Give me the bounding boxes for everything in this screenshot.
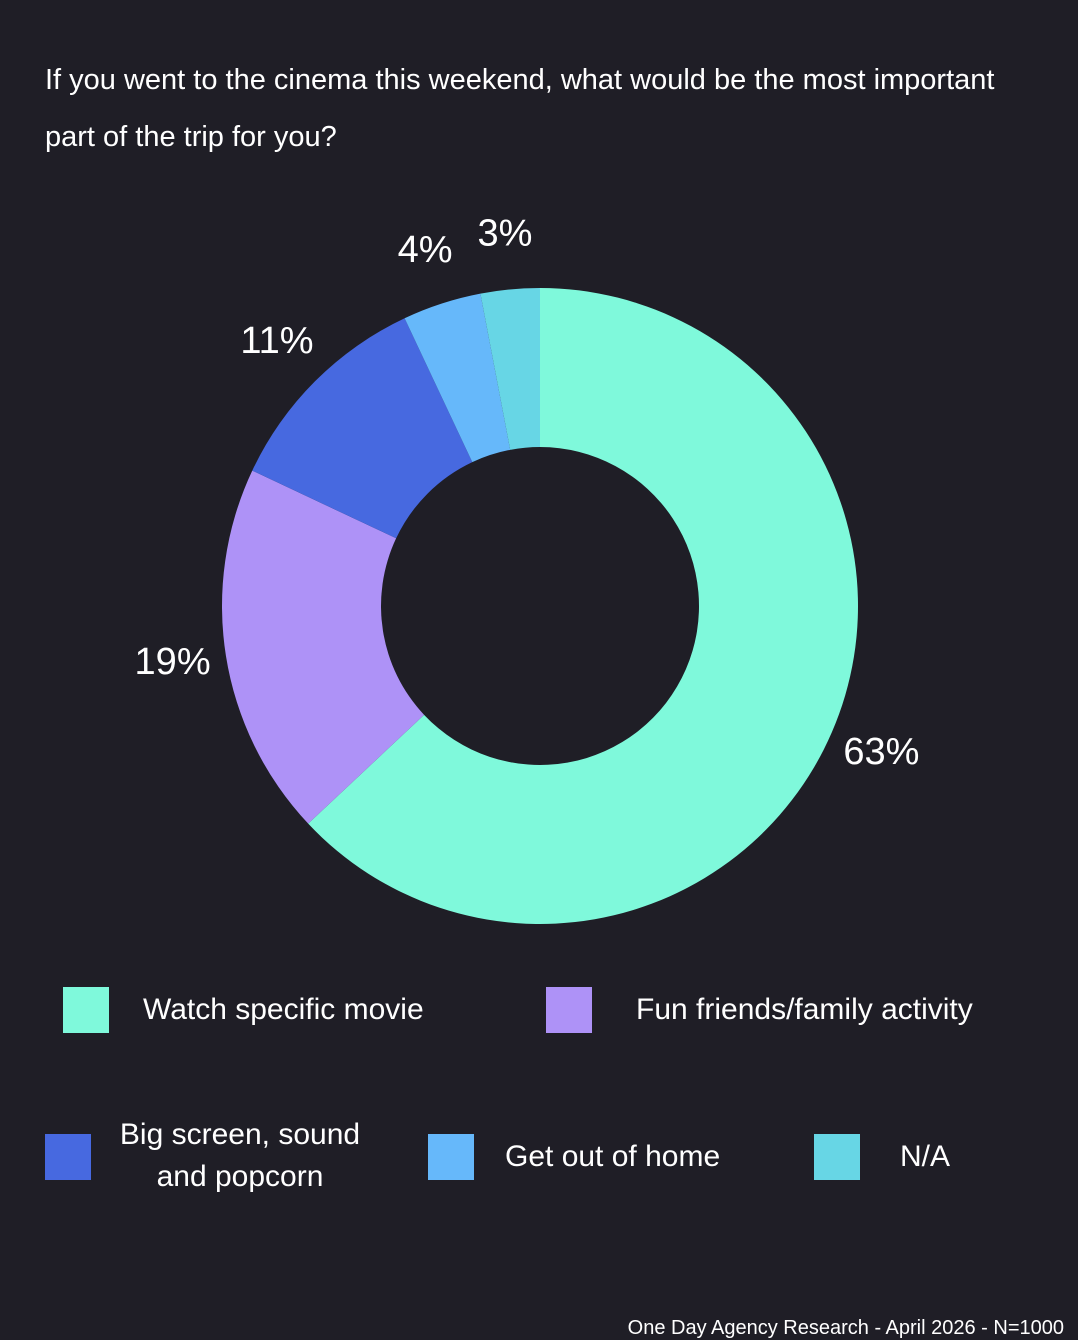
data-label: 4% [398,229,453,271]
donut-segment [222,470,425,824]
chart-title: If you went to the cinema this weekend, … [45,64,995,153]
data-label: 3% [478,213,533,255]
data-label: 63% [843,731,919,773]
data-label: 19% [135,641,211,683]
donut-segment [480,288,540,450]
data-label: 11% [240,320,313,362]
legend-label: Get out of home [505,1140,721,1173]
legend-label: Fun friends/family activity [636,993,973,1026]
legend-swatch [63,987,109,1033]
legend-swatch [814,1134,860,1180]
donut-segment [404,293,511,463]
donut-segment [252,318,473,539]
legend-label: Watch specific movie [143,993,424,1026]
donut-segment [308,288,858,924]
legend-swatch [45,1134,91,1180]
source: One Day Agency Research - April 2026 - N… [627,1317,1064,1339]
legend-label: Big screen, sound and popcorn [119,1118,361,1193]
legend-swatch [546,987,592,1033]
legend-swatch [428,1134,474,1180]
chart: 63% 19% 11% 4% 3% [135,213,919,924]
legend-label: N/A [900,1140,951,1173]
